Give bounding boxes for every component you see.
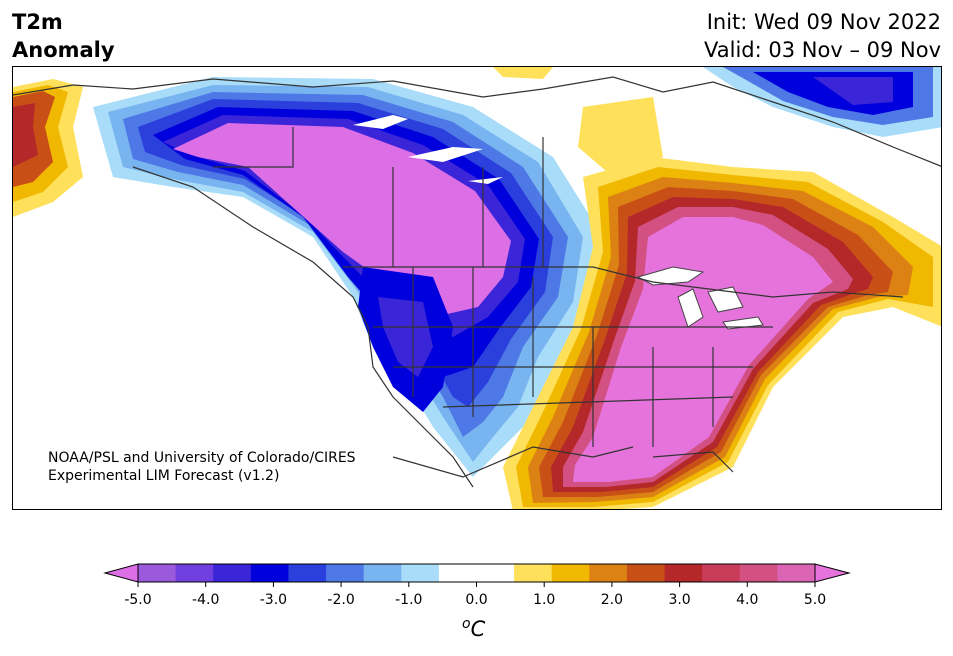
map-title: T2m Anomaly	[12, 8, 115, 64]
colorbar-low-extension	[103, 563, 139, 583]
credit-line-1: NOAA/PSL and University of Colorado/CIRE…	[48, 450, 356, 466]
colorbar-tick-label: -1.0	[395, 592, 422, 608]
colorbar-cell	[626, 564, 666, 582]
eastern-warm-anomaly	[503, 157, 941, 509]
init-date: Init: Wed 09 Nov 2022	[706, 10, 941, 34]
colorbar-cell	[363, 564, 402, 582]
colorbar-tick-label: 2.0	[601, 592, 623, 608]
credit-line-2: Experimental LIM Forecast (v1.2)	[48, 468, 280, 484]
colorbar-high-extension	[814, 563, 851, 583]
western-cold-anomaly	[93, 77, 603, 477]
colorbar-tick-label: 5.0	[804, 592, 826, 608]
colorbar-cell	[326, 564, 365, 582]
title-variable: T2m	[12, 10, 63, 34]
hudson-warm-anomaly	[578, 97, 663, 177]
colorbar-tick-label: -5.0	[124, 592, 151, 608]
colorbar-cells	[138, 564, 816, 582]
colorbar-cell	[664, 564, 703, 582]
colorbar-cell	[551, 564, 590, 582]
colorbar-cell	[213, 564, 252, 582]
units-degree: o	[462, 616, 471, 632]
colorbar-cell	[589, 564, 628, 582]
title-subtitle: Anomaly	[12, 38, 115, 62]
canadian-lakes	[353, 115, 503, 184]
colorbar-cell	[777, 564, 816, 582]
colorbar-cell	[739, 564, 778, 582]
arctic-warm-patch	[493, 67, 553, 79]
colorbar-cell	[138, 564, 177, 582]
colorbar-cell	[702, 564, 741, 582]
colorbar-tick-label: 4.0	[736, 592, 758, 608]
colorbar-cell	[175, 564, 214, 582]
colorbar-ticks: -5.0 -4.0 -3.0 -2.0 -1.0 0.0 1.0 2.0 3.0 4.0 5.0	[124, 582, 826, 608]
forecast-header: Init: Wed 09 Nov 2022 Valid: 03 Nov – 09…	[704, 8, 941, 64]
colorbar-tick-label: -2.0	[327, 592, 354, 608]
alaska-warm-anomaly	[13, 79, 83, 217]
colorbar-tick-label: 0.0	[465, 592, 487, 608]
colorbar-cell	[250, 564, 289, 582]
units-base: C	[470, 617, 486, 641]
valid-range: Valid: 03 Nov – 09 Nov	[704, 38, 941, 62]
colorbar-tick-label: 1.0	[533, 592, 555, 608]
map-canvas	[13, 67, 941, 509]
colorbar-cell	[288, 564, 327, 582]
colorbar-tick-label: -3.0	[260, 592, 287, 608]
colorbar-cell	[438, 564, 477, 582]
colorbar: -5.0 -4.0 -3.0 -2.0 -1.0 0.0 1.0 2.0 3.0 4.0 5.0	[103, 563, 851, 608]
boundaries	[13, 76, 941, 488]
northeast-cold-anomaly	[703, 67, 941, 137]
colorbar-cell	[476, 564, 515, 582]
colorbar-cell	[514, 564, 553, 582]
colorbar-tick-label: 3.0	[668, 592, 690, 608]
colorbar-tick-label: -4.0	[192, 592, 219, 608]
anomaly-map	[12, 66, 942, 510]
great-lakes	[636, 266, 764, 330]
colorbar-units: oC	[462, 616, 485, 641]
colorbar-cell	[401, 564, 440, 582]
credit-text: NOAA/PSL and University of Colorado/CIRE…	[48, 449, 356, 485]
